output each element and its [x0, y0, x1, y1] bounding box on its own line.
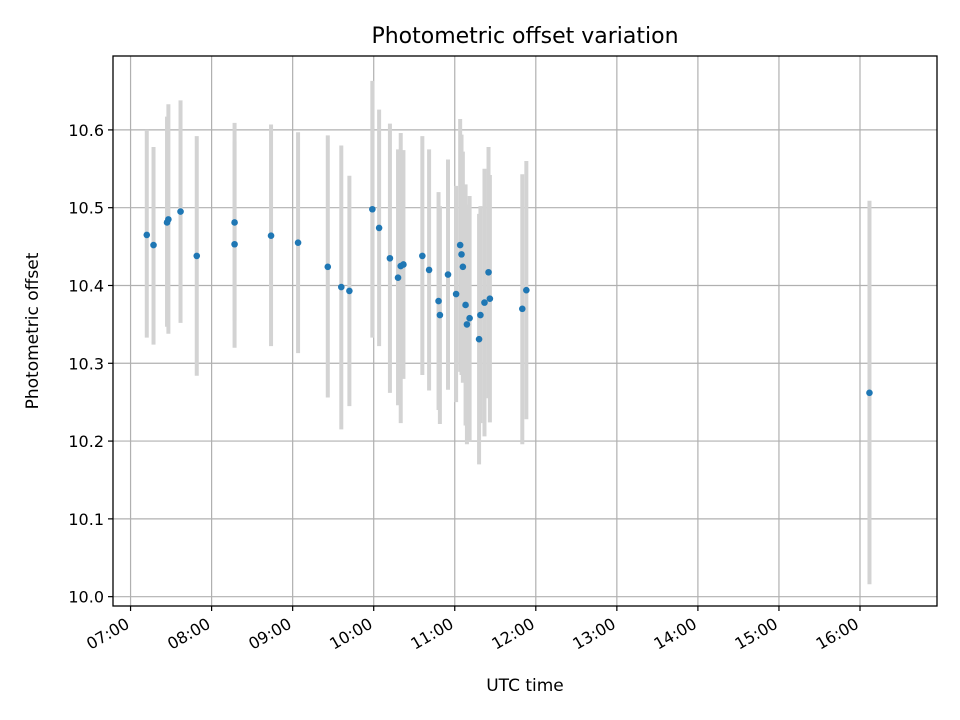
y-tick-label: 10.3 — [68, 354, 104, 373]
data-point — [193, 252, 201, 260]
data-point — [369, 205, 376, 213]
y-axis-ticks: 10.0 10.1 10.2 10.3 10.4 10.5 10.6 — [68, 121, 113, 607]
data-point — [425, 266, 433, 274]
data-point — [866, 389, 873, 397]
data-point — [477, 311, 484, 319]
data-point — [436, 311, 444, 319]
data-point — [337, 283, 345, 291]
data-point — [419, 252, 426, 260]
data-point — [456, 241, 464, 249]
data-point — [462, 301, 469, 309]
data-point — [463, 321, 471, 328]
data-point — [294, 239, 302, 247]
data-point — [143, 231, 151, 239]
data-point — [435, 297, 442, 305]
y-tick-label: 10.2 — [68, 432, 104, 451]
y-tick-label: 10.5 — [68, 199, 104, 218]
y-tick-label: 10.6 — [68, 121, 104, 140]
data-point — [165, 216, 172, 223]
data-point — [458, 251, 465, 258]
data-point — [485, 268, 492, 276]
y-tick-label: 10.0 — [68, 588, 104, 607]
chart-title: Photometric offset variation — [371, 24, 678, 49]
plot-frame — [112, 55, 938, 607]
data-point — [475, 335, 483, 343]
data-points — [143, 205, 873, 397]
data-point — [375, 224, 383, 232]
data-point — [267, 232, 275, 240]
data-point — [400, 261, 407, 268]
y-axis-label: Photometric offset — [23, 252, 43, 409]
data-point — [518, 305, 526, 313]
data-point — [459, 263, 467, 271]
y-tick-label: 10.4 — [68, 276, 104, 295]
data-point — [523, 286, 530, 294]
data-point — [346, 287, 353, 295]
x-axis-label: UTC time — [486, 676, 564, 696]
data-point — [486, 295, 494, 303]
data-point — [444, 271, 452, 278]
data-point — [150, 241, 157, 249]
data-point — [481, 299, 488, 306]
data-point — [386, 254, 394, 262]
data-point — [324, 263, 332, 271]
data-point — [394, 274, 402, 282]
y-tick-label: 10.1 — [68, 510, 104, 529]
data-point — [231, 240, 238, 248]
data-point — [231, 219, 238, 226]
data-point — [466, 314, 473, 322]
data-point — [452, 290, 460, 298]
data-point — [177, 208, 184, 215]
